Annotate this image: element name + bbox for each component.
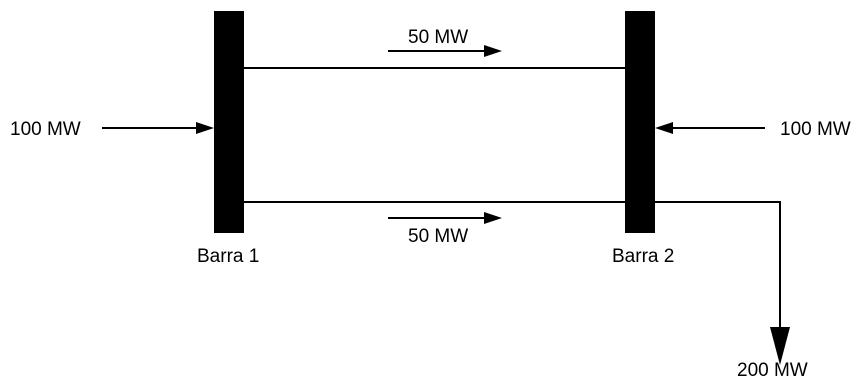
line-top-flow-label: 50 MW	[408, 27, 468, 48]
line-bottom-flow-arrow	[388, 212, 502, 224]
line-bottom-flow-label: 50 MW	[408, 226, 468, 247]
load-arrow	[655, 201, 790, 365]
injection-1-label: 100 MW	[10, 119, 81, 140]
bus-bar-2	[625, 11, 655, 233]
bus-bar-1	[214, 11, 244, 233]
bus-2-label: Barra 2	[612, 246, 674, 267]
bus-1-label: Barra 1	[197, 246, 259, 267]
injection-2-arrow	[655, 122, 765, 134]
load-label: 200 MW	[737, 360, 808, 379]
line-top-flow-arrow	[388, 45, 502, 57]
injection-1-arrow	[102, 122, 214, 134]
injection-2-label: 100 MW	[780, 119, 851, 140]
